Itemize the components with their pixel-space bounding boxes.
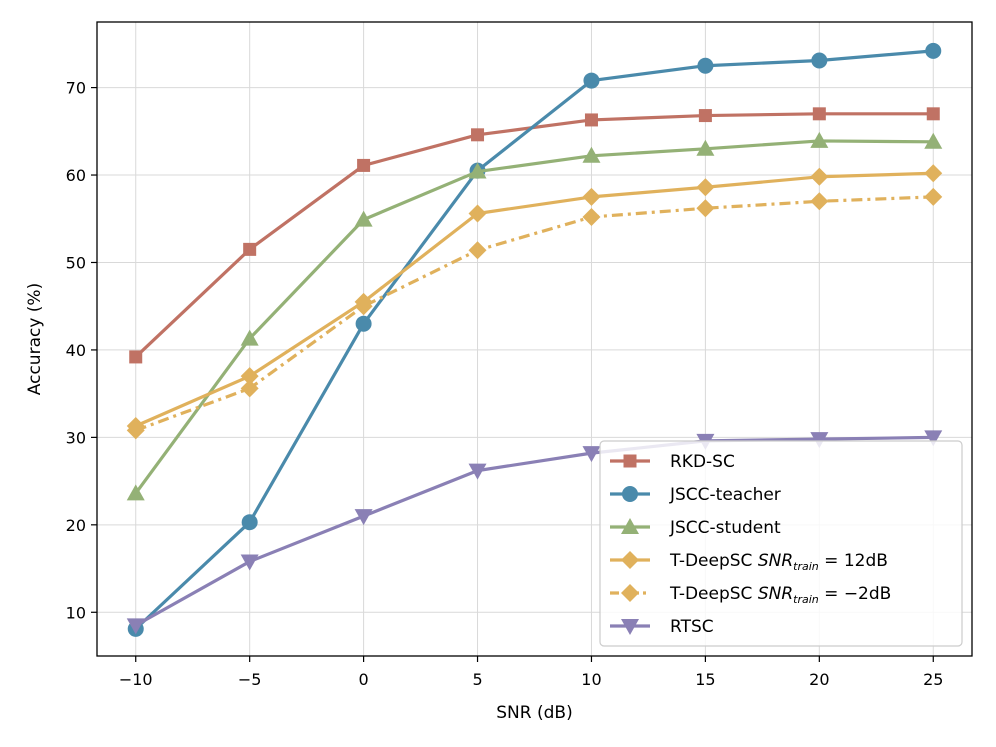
data-point (240, 367, 259, 386)
legend-label: RTSC (670, 617, 714, 637)
data-point (697, 57, 714, 74)
data-point (471, 128, 485, 142)
series-line (134, 49, 934, 631)
legend-label: RKD-SC (670, 452, 735, 472)
series-t-deepsc-snrtrain-2db (126, 187, 943, 440)
y-tick-label: 20 (66, 516, 86, 535)
legend-marker (621, 551, 639, 569)
data-point (354, 297, 373, 316)
series-line (135, 171, 934, 428)
data-point (357, 158, 371, 172)
x-tick-label: −5 (238, 670, 262, 689)
data-point (468, 463, 487, 480)
legend-marker (622, 486, 638, 502)
data-point (240, 379, 259, 398)
x-tick-label: 20 (809, 670, 829, 689)
data-point (584, 113, 598, 127)
data-point (696, 199, 715, 218)
data-point (241, 514, 258, 531)
legend-marker (621, 584, 639, 602)
data-point (126, 484, 145, 501)
data-point (354, 210, 373, 227)
data-point (126, 421, 145, 440)
data-point (468, 204, 487, 223)
data-point (243, 242, 257, 256)
data-point (468, 162, 487, 179)
data-point (582, 146, 601, 163)
legend-marker (621, 518, 639, 534)
legend-item: JSCC-student (610, 518, 781, 538)
data-point (924, 164, 943, 183)
legend-item: T-DeepSC SNRtrain = 12dB (610, 551, 888, 573)
y-tick-label: 30 (66, 428, 86, 447)
data-point (810, 192, 829, 211)
legend: RKD-SC JSCC-teacher JSCC-student T-DeepSC S… (599, 440, 963, 647)
x-axis-label: SNR (dB) (496, 703, 572, 723)
data-point (926, 107, 940, 121)
legend-item: RKD-SC (610, 452, 735, 472)
data-point (696, 139, 715, 156)
data-point (126, 618, 145, 635)
x-axis-ticks: −10 −5 0 5 10 15 20 25 (119, 656, 943, 689)
data-series (126, 42, 943, 637)
y-tick-label: 10 (66, 603, 86, 622)
data-point (812, 107, 826, 121)
plot-frame (96, 21, 973, 657)
data-point (925, 42, 942, 59)
data-point (129, 350, 143, 364)
legend-item: JSCC-teacher (610, 485, 781, 505)
series-line (135, 195, 934, 432)
x-tick-label: −10 (119, 670, 153, 689)
data-point (924, 187, 943, 206)
data-point (810, 167, 829, 186)
data-point (924, 132, 943, 149)
series-line (134, 139, 934, 495)
x-tick-label: 0 (359, 670, 369, 689)
y-axis-ticks: 10 20 30 40 50 60 70 (66, 79, 97, 622)
legend-label: T-DeepSC SNRtrain = −2dB (669, 584, 891, 606)
y-tick-label: 50 (66, 253, 86, 272)
data-point (696, 178, 715, 197)
data-point (468, 241, 487, 260)
data-point (240, 554, 259, 571)
x-tick-label: 5 (472, 670, 482, 689)
series-line (134, 112, 934, 359)
data-point (810, 432, 829, 449)
x-tick-label: 10 (581, 670, 601, 689)
legend-label: JSCC-student (669, 518, 781, 538)
data-point (582, 446, 601, 463)
data-point (354, 509, 373, 526)
y-axis-label: Accuracy (%) (25, 283, 45, 395)
data-point (811, 52, 828, 69)
x-tick-label: 15 (695, 670, 715, 689)
data-point (810, 131, 829, 148)
data-point (698, 109, 712, 123)
legend-box (599, 440, 963, 647)
data-point (240, 329, 259, 346)
y-tick-label: 60 (66, 166, 86, 185)
y-tick-label: 70 (66, 79, 86, 98)
series-jscc-student (126, 131, 943, 501)
legend-item: RTSC (610, 617, 714, 637)
data-point (582, 187, 601, 206)
y-tick-label: 40 (66, 341, 86, 360)
legend-marker (621, 619, 639, 635)
series-t-deepsc-snrtrain-12db (126, 164, 943, 436)
legend-item: T-DeepSC SNRtrain = −2dB (610, 584, 891, 606)
data-point (582, 208, 601, 227)
legend-label: JSCC-teacher (669, 485, 781, 505)
x-tick-label: 25 (923, 670, 943, 689)
data-point (355, 315, 372, 332)
legend-marker (623, 454, 637, 468)
data-point (924, 430, 943, 447)
series-line (134, 435, 934, 627)
data-point (583, 72, 600, 89)
legend-label: T-DeepSC SNRtrain = 12dB (669, 551, 888, 573)
series-rtsc (126, 430, 943, 635)
